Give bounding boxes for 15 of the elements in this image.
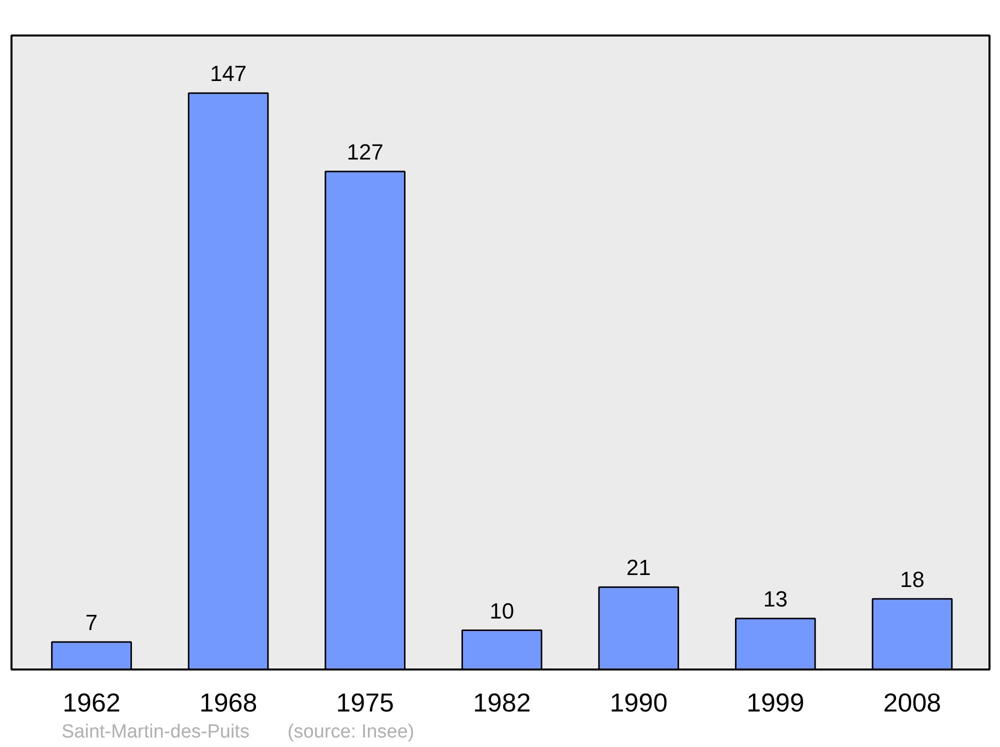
- x-tick-label: 2008: [883, 688, 942, 718]
- data-label: 147: [210, 61, 247, 86]
- data-label: 13: [763, 586, 788, 612]
- x-tick-label: 1968: [199, 688, 258, 718]
- x-tick-label: 1990: [610, 688, 668, 718]
- x-tick-label: 1999: [746, 688, 804, 718]
- data-label: 7: [85, 610, 98, 636]
- x-tick-label: 1982: [472, 688, 531, 718]
- x-tick-label: 1962: [62, 688, 120, 718]
- x-tick-label: 1975: [336, 688, 394, 718]
- data-label: 10: [490, 598, 514, 624]
- text: Saint-Martin-des-Puits (source: Insee): [62, 722, 414, 742]
- data-label: 18: [900, 566, 924, 592]
- data-label: 127: [346, 140, 384, 165]
- data-label: 21: [626, 555, 651, 580]
